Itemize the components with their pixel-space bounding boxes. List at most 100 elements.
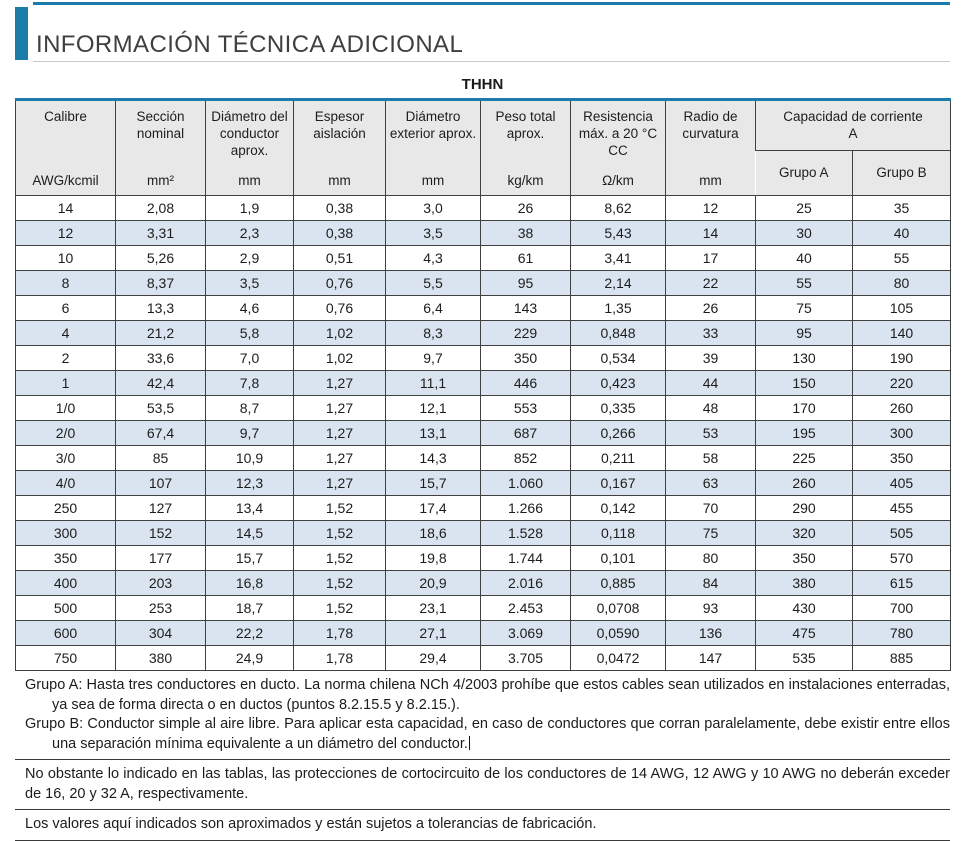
table-row: 400 203 16,8 1,52 20,9 2.016 0,885 84 380 615 xyxy=(15,570,951,596)
table-cell: 446 xyxy=(480,370,571,396)
table-cell: 700 xyxy=(852,595,951,621)
table-cell: 1,78 xyxy=(293,620,386,646)
table-cell: 15,7 xyxy=(205,545,294,571)
table-cell: 107 xyxy=(115,470,206,496)
table-cell: 0,76 xyxy=(293,270,386,296)
table-cell: 9,7 xyxy=(385,345,481,371)
table-cell: 1.060 xyxy=(480,470,571,496)
table-cell: 55 xyxy=(755,270,853,296)
table-cell: 0,848 xyxy=(570,320,666,346)
table-cell: 8,37 xyxy=(115,270,206,296)
table-cell: 15,7 xyxy=(385,470,481,496)
column-header-7: Radio de curvatura mm xyxy=(665,99,756,196)
divider xyxy=(15,759,950,760)
table-cell: 95 xyxy=(480,270,571,296)
table-row: 12 3,31 2,3 0,38 3,5 38 5,43 14 30 40 xyxy=(15,220,951,246)
table-cell: 143 xyxy=(480,295,571,321)
table-cell: 39 xyxy=(665,345,756,371)
table-cell: 22 xyxy=(665,270,756,296)
table-cell: 19,8 xyxy=(385,545,481,571)
table-cell: 26 xyxy=(665,295,756,321)
note-grupo-b-text: Grupo B: Conductor simple al aire libre.… xyxy=(25,716,950,752)
table-cell: 5,26 xyxy=(115,245,206,271)
table-cell: 42,4 xyxy=(115,370,206,396)
text-cursor xyxy=(468,735,470,750)
table-cell: 6 xyxy=(15,295,116,321)
table-cell: 55 xyxy=(852,245,951,271)
table-cell: 84 xyxy=(665,570,756,596)
table-cell: 33,6 xyxy=(115,345,206,371)
table-cell: 500 xyxy=(15,595,116,621)
column-header-0: Calibre AWG/kcmil xyxy=(15,99,116,196)
table-cell: 0,51 xyxy=(293,245,386,271)
table-cell: 1,27 xyxy=(293,370,386,396)
table-cell: 220 xyxy=(852,370,951,396)
table-cell: 136 xyxy=(665,620,756,646)
table-cell: 852 xyxy=(480,445,571,471)
table-cell: 0,335 xyxy=(570,395,666,421)
table-row: 600 304 22,2 1,78 27,1 3.069 0,0590 136 475 780 xyxy=(15,620,951,646)
table-cell: 535 xyxy=(755,645,853,671)
table-cell: 53,5 xyxy=(115,395,206,421)
table-cell: 2,9 xyxy=(205,245,294,271)
table-cell: 3.705 xyxy=(480,645,571,671)
table-cell: 33 xyxy=(665,320,756,346)
table-cell: 430 xyxy=(755,595,853,621)
table-cell: 3.069 xyxy=(480,620,571,646)
table-cell: 3,5 xyxy=(385,220,481,246)
table-cell: 1,52 xyxy=(293,570,386,596)
table-cell: 127 xyxy=(115,495,206,521)
table-cell: 25 xyxy=(755,195,853,221)
table-cell: 0,266 xyxy=(570,420,666,446)
table-row: 10 5,26 2,9 0,51 4,3 61 3,41 17 40 55 xyxy=(15,245,951,271)
table-cell: 0,0590 xyxy=(570,620,666,646)
table-cell: 5,5 xyxy=(385,270,481,296)
table-cell: 35 xyxy=(852,195,951,221)
table-cell: 2.453 xyxy=(480,595,571,621)
table-cell: 195 xyxy=(755,420,853,446)
table-cell: 1,52 xyxy=(293,595,386,621)
column-header-3: Espesor aislación mm xyxy=(293,99,386,196)
table-cell: 0,0472 xyxy=(570,645,666,671)
table-cell: 75 xyxy=(755,295,853,321)
table-cell: 1.744 xyxy=(480,545,571,571)
table-cell: 14,5 xyxy=(205,520,294,546)
table-cell: 380 xyxy=(115,645,206,671)
table-cell: 0,101 xyxy=(570,545,666,571)
table-cell: 9,7 xyxy=(205,420,294,446)
table-cell: 1 xyxy=(15,370,116,396)
table-cell: 350 xyxy=(755,545,853,571)
table-cell: 18,6 xyxy=(385,520,481,546)
table-cell: 505 xyxy=(852,520,951,546)
table-cell: 26 xyxy=(480,195,571,221)
table-cell: 3,31 xyxy=(115,220,206,246)
table-cell: 12 xyxy=(15,220,116,246)
table-cell: 1,52 xyxy=(293,545,386,571)
table-cell: 570 xyxy=(852,545,951,571)
table-row: 750 380 24,9 1,78 29,4 3.705 0,0472 147 535 885 xyxy=(15,645,951,671)
table-cell: 750 xyxy=(15,645,116,671)
table-cell: 8,3 xyxy=(385,320,481,346)
table-cell: 320 xyxy=(755,520,853,546)
table-row: 500 253 18,7 1,52 23,1 2.453 0,0708 93 430 700 xyxy=(15,595,951,621)
table-cell: 350 xyxy=(852,445,951,471)
table-cell: 190 xyxy=(852,345,951,371)
table-cell: 63 xyxy=(665,470,756,496)
table-row: 350 177 15,7 1,52 19,8 1.744 0,101 80 350 570 xyxy=(15,545,951,571)
table-cell: 20,9 xyxy=(385,570,481,596)
table-row: 1 42,4 7,8 1,27 11,1 446 0,423 44 150 220 xyxy=(15,370,951,396)
table-cell: 85 xyxy=(115,445,206,471)
table-cell: 22,2 xyxy=(205,620,294,646)
table-cell: 152 xyxy=(115,520,206,546)
page-header: INFORMACIÓN TÉCNICA ADICIONAL xyxy=(0,0,965,62)
table-cell: 0,423 xyxy=(570,370,666,396)
table-cell: 615 xyxy=(852,570,951,596)
table-cell: 147 xyxy=(665,645,756,671)
table-cell: 350 xyxy=(15,545,116,571)
table-row: 250 127 13,4 1,52 17,4 1.266 0,142 70 290 455 xyxy=(15,495,951,521)
table-cell: 2,08 xyxy=(115,195,206,221)
table-cell: 2 xyxy=(15,345,116,371)
table-cell: 44 xyxy=(665,370,756,396)
table-cell: 1,27 xyxy=(293,470,386,496)
table-cell: 1,02 xyxy=(293,345,386,371)
